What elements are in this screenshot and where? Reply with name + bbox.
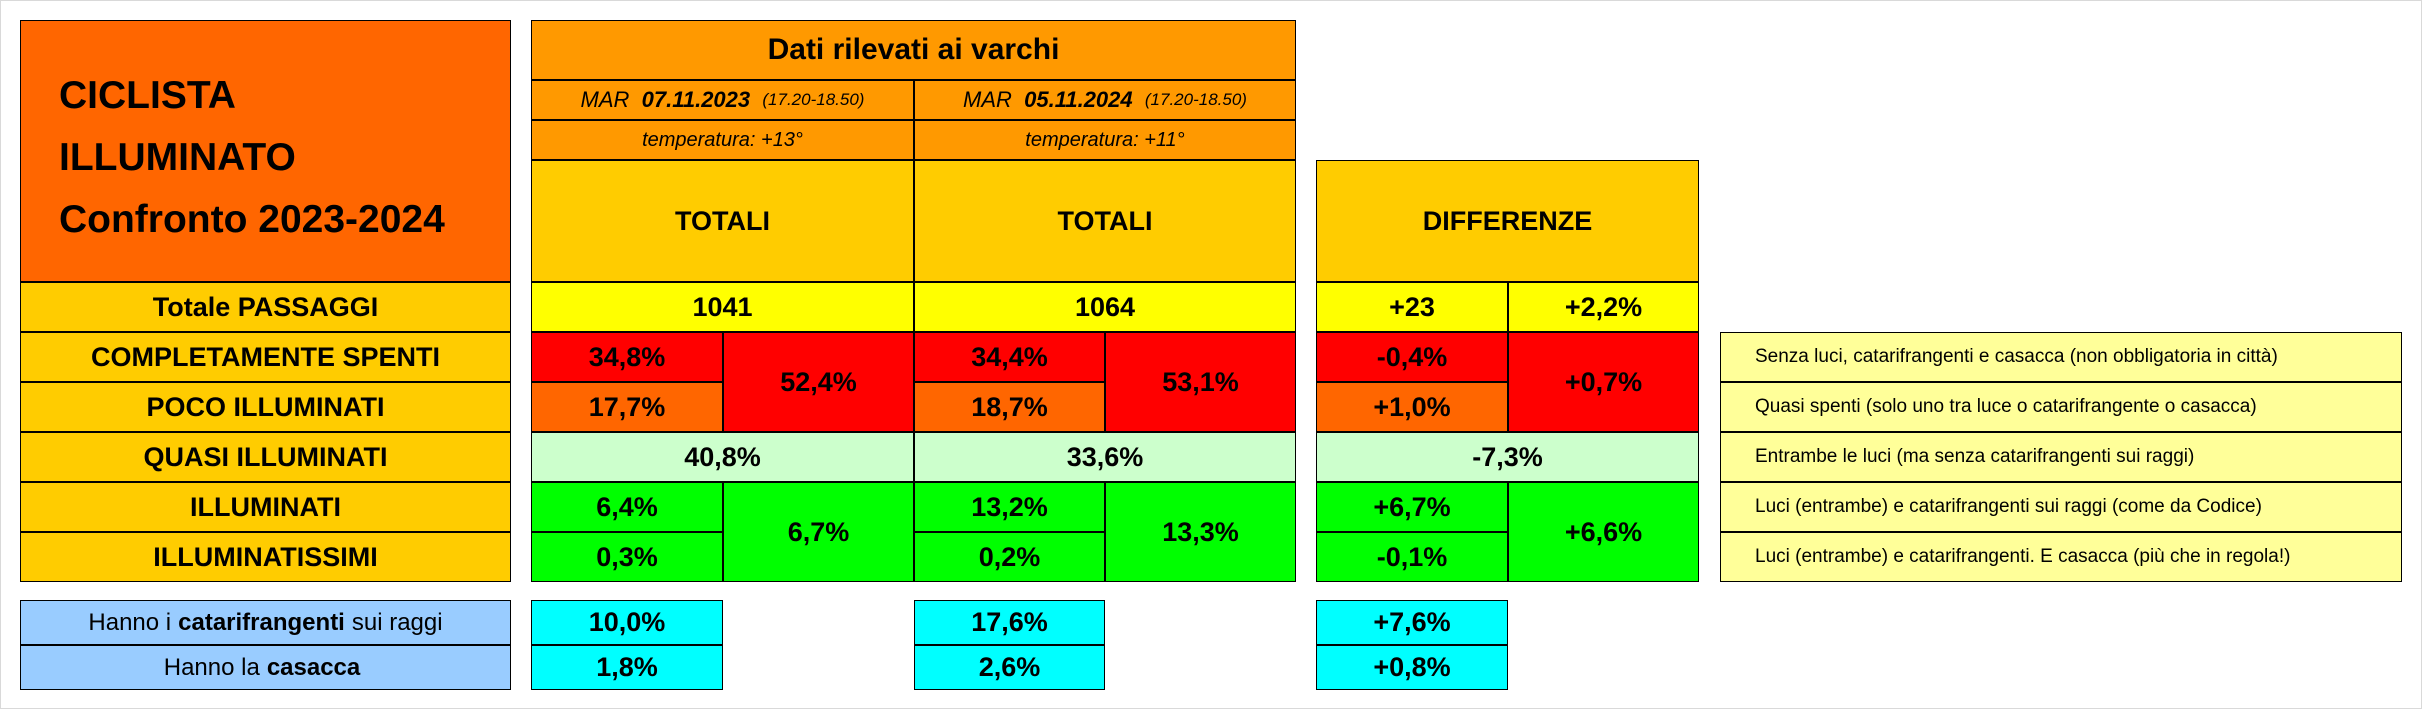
label-completamente-spenti: COMPLETAMENTE SPENTI [20,332,511,382]
casacca-2023: 1,8% [531,645,723,690]
bad-group-diff: +0,7% [1508,332,1699,432]
catarifrangenti-2024: 17,6% [914,600,1105,645]
note-spenti: Senza luci, catarifrangenti e casacca (n… [1720,332,2402,382]
label-casacca: Hanno la casacca [20,645,511,690]
bad-group-2024: 53,1% [1105,332,1296,432]
label-illuminatissimi: ILLUMINATISSIMI [20,532,511,582]
catarifrangenti-pre: Hanno i [88,608,172,636]
date-2024: 05.11.2024 [1024,87,1133,112]
illuminati-2023: 6,4% [531,482,723,532]
catarifrangenti-post: sui raggi [351,608,443,636]
passaggi-diff-abs: +23 [1316,282,1508,332]
catarifrangenti-2023: 10,0% [531,600,723,645]
totals-2024-header: TOTALI [914,160,1296,282]
date-2024-cell: MAR 05.11.2024 (17.20-18.50) [914,80,1296,120]
day-2023: MAR [580,87,630,112]
good-group-2024: 13,3% [1105,482,1296,582]
casacca-2024: 2,6% [914,645,1105,690]
note-illuminatissimi: Luci (entrambe) e catarifrangenti. E cas… [1720,532,2402,582]
time-2023: (17.20-18.50) [762,90,865,109]
illuminatissimi-2023: 0,3% [531,532,723,582]
catarifrangenti-bold: catarifrangenti [178,608,345,636]
illuminatissimi-2024: 0,2% [914,532,1105,582]
label-illuminati: ILLUMINATI [20,482,511,532]
title-block: CICLISTA ILLUMINATO Confronto 2023-2024 [20,20,511,282]
spenti-diff: -0,4% [1316,332,1508,382]
illuminati-2024: 13,2% [914,482,1105,532]
temperature-2023: temperatura: +13° [531,120,914,160]
totals-2023-header: TOTALI [531,160,914,282]
poco-2024: 18,7% [914,382,1105,432]
note-illuminati: Luci (entrambe) e catarifrangenti sui ra… [1720,482,2402,532]
casacca-pre: Hanno la [163,653,260,681]
good-group-2023: 6,7% [723,482,914,582]
differences-header: DIFFERENZE [1316,160,1699,282]
note-poco: Quasi spenti (solo uno tra luce o catari… [1720,382,2402,432]
passaggi-2023: 1041 [531,282,914,332]
casacca-bold: casacca [266,653,361,681]
poco-2023: 17,7% [531,382,723,432]
label-poco-illuminati: POCO ILLUMINATI [20,382,511,432]
spenti-2024: 34,4% [914,332,1105,382]
title-line-2: ILLUMINATO [59,136,296,179]
header-main: Dati rilevati ai varchi [531,20,1296,80]
bad-group-2023: 52,4% [723,332,914,432]
date-2023: 07.11.2023 [641,87,751,112]
note-quasi: Entrambe le luci (ma senza catarifrangen… [1720,432,2402,482]
illuminati-diff: +6,7% [1316,482,1508,532]
quasi-diff: -7,3% [1316,432,1699,482]
time-2024: (17.20-18.50) [1144,90,1247,109]
quasi-2023: 40,8% [531,432,914,482]
catarifrangenti-diff: +7,6% [1316,600,1508,645]
label-catarifrangenti: Hanno i catarifrangenti sui raggi [20,600,511,645]
spenti-2023: 34,8% [531,332,723,382]
title-line-3: Confronto 2023-2024 [59,198,445,241]
passaggi-2024: 1064 [914,282,1296,332]
title-line-1: CICLISTA [59,74,236,117]
casacca-diff: +0,8% [1316,645,1508,690]
poco-diff: +1,0% [1316,382,1508,432]
date-2023-cell: MAR 07.11.2023 (17.20-18.50) [531,80,914,120]
label-totale-passaggi: Totale PASSAGGI [20,282,511,332]
good-group-diff: +6,6% [1508,482,1699,582]
quasi-2024: 33,6% [914,432,1296,482]
day-2024: MAR [963,87,1012,112]
temperature-2024: temperatura: +11° [914,120,1296,160]
illuminatissimi-diff: -0,1% [1316,532,1508,582]
label-quasi-illuminati: QUASI ILLUMINATI [20,432,511,482]
passaggi-diff-pct: +2,2% [1508,282,1699,332]
